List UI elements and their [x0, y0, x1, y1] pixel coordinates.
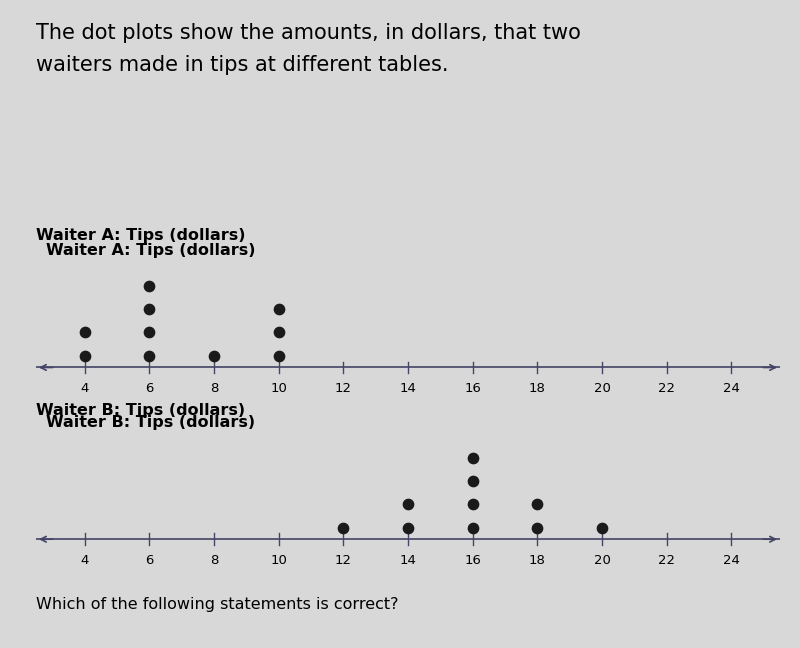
Point [143, 304, 156, 314]
Text: 14: 14 [399, 554, 417, 567]
Point [466, 452, 479, 463]
Text: 22: 22 [658, 382, 675, 395]
Text: 10: 10 [270, 382, 287, 395]
Text: 24: 24 [723, 382, 740, 395]
Point [466, 499, 479, 509]
Point [207, 351, 220, 361]
Text: Waiter A: Tips (dollars): Waiter A: Tips (dollars) [46, 243, 255, 259]
Text: Waiter B: Tips (dollars): Waiter B: Tips (dollars) [36, 403, 245, 418]
Text: 16: 16 [464, 554, 481, 567]
Text: 4: 4 [80, 382, 89, 395]
Point [596, 522, 609, 533]
Text: 20: 20 [594, 382, 610, 395]
Text: Waiter A: Tips (dollars): Waiter A: Tips (dollars) [36, 228, 246, 243]
Point [531, 522, 544, 533]
Text: 20: 20 [594, 554, 610, 567]
Point [272, 351, 285, 361]
Text: 12: 12 [335, 554, 352, 567]
Point [337, 522, 350, 533]
Text: 16: 16 [464, 382, 481, 395]
Text: 18: 18 [529, 382, 546, 395]
Text: 24: 24 [723, 554, 740, 567]
Point [143, 327, 156, 338]
Point [466, 522, 479, 533]
Point [78, 351, 91, 361]
Text: waiters made in tips at different tables.: waiters made in tips at different tables… [36, 55, 449, 75]
Text: 10: 10 [270, 554, 287, 567]
Text: 18: 18 [529, 554, 546, 567]
Text: Waiter B: Tips (dollars): Waiter B: Tips (dollars) [46, 415, 255, 430]
Text: Which of the following statements is correct?: Which of the following statements is cor… [36, 597, 398, 612]
Point [402, 522, 414, 533]
Text: 6: 6 [145, 554, 154, 567]
Text: 14: 14 [399, 382, 417, 395]
Point [402, 499, 414, 509]
Text: The dot plots show the amounts, in dollars, that two: The dot plots show the amounts, in dolla… [36, 23, 581, 43]
Point [143, 281, 156, 291]
Text: 12: 12 [335, 382, 352, 395]
Text: 8: 8 [210, 554, 218, 567]
Point [272, 327, 285, 338]
Text: 22: 22 [658, 554, 675, 567]
Text: 8: 8 [210, 382, 218, 395]
Point [531, 499, 544, 509]
Point [272, 304, 285, 314]
Text: 4: 4 [80, 554, 89, 567]
Point [143, 351, 156, 361]
Text: 6: 6 [145, 382, 154, 395]
Point [466, 476, 479, 486]
Point [78, 327, 91, 338]
